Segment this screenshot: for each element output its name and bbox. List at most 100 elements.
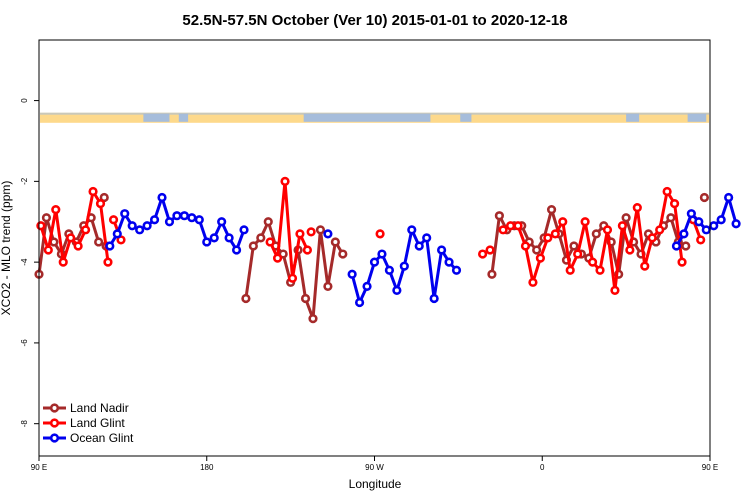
data-point (451, 265, 462, 275)
data-point (73, 241, 83, 251)
data-point (105, 241, 115, 251)
data-point (323, 281, 333, 291)
data-point (323, 229, 333, 239)
data-point (595, 265, 605, 275)
data-point (120, 209, 130, 219)
data-point (625, 245, 635, 255)
data-point (287, 273, 298, 283)
data-point (99, 192, 109, 203)
y-axis-label: XCO2 - MLO trend (ppm) (0, 181, 13, 316)
data-point (532, 245, 542, 255)
y-tick-label: -6 (20, 339, 29, 347)
data-point (300, 293, 311, 304)
data-point (681, 241, 691, 251)
data-point (315, 225, 326, 235)
data-point (157, 192, 167, 203)
data-point (272, 253, 283, 263)
data-point (108, 215, 119, 225)
series-line (675, 196, 738, 247)
data-point (135, 225, 145, 235)
legend-marker (49, 418, 60, 428)
data-point (407, 225, 417, 235)
data-point (51, 205, 61, 215)
data-point (179, 211, 189, 221)
data-point (95, 198, 106, 209)
data-point (565, 265, 575, 275)
data-point (478, 249, 488, 259)
data-point (217, 217, 227, 227)
data-point (231, 245, 242, 255)
data-point (587, 257, 598, 267)
data-point (164, 217, 175, 227)
map-strip-ocean (687, 113, 707, 122)
data-point (550, 229, 560, 239)
data-point (278, 249, 288, 259)
data-point (239, 225, 249, 235)
map-strip-ocean (143, 113, 170, 122)
data-point (347, 269, 357, 279)
y-tick-label: -8 (20, 420, 29, 428)
data-point (485, 245, 495, 255)
data-point (187, 213, 197, 223)
data-point (535, 253, 545, 263)
data-point (505, 221, 516, 231)
data-point (306, 227, 316, 237)
data-point (116, 235, 126, 245)
world-map-strip (40, 112, 709, 123)
data-point (338, 249, 348, 259)
data-point (248, 241, 258, 251)
data-point (256, 233, 266, 243)
data-point (546, 205, 557, 215)
data-point (302, 245, 313, 255)
data-point (617, 221, 627, 231)
data-point (375, 229, 385, 239)
data-point (437, 245, 447, 255)
data-point (580, 217, 590, 227)
legend-label: Ocean Glint (70, 431, 134, 445)
data-point (103, 257, 113, 267)
series-layer (34, 176, 741, 324)
chart-title: 52.5N-57.5N October (Ver 10) 2015-01-01 … (182, 12, 567, 29)
data-point (558, 217, 568, 227)
data-point (679, 229, 689, 239)
data-point (610, 285, 620, 296)
y-axis: 0 -2 -4 -6 -8 (20, 98, 39, 427)
data-point (666, 213, 676, 223)
data-point (94, 237, 104, 247)
data-point (43, 245, 53, 255)
data-point (716, 215, 726, 225)
data-point (414, 241, 424, 251)
series-line (39, 190, 110, 264)
legend-marker (49, 433, 60, 443)
data-point (280, 176, 290, 186)
data-point (520, 241, 531, 251)
data-point (602, 225, 613, 235)
series-ocean-glint (105, 192, 741, 308)
data-point (662, 186, 672, 197)
data-point (694, 217, 704, 227)
data-point (444, 257, 454, 267)
map-strip-ocean (303, 113, 431, 122)
data-point (392, 285, 402, 296)
series-land-nadir (34, 192, 710, 324)
data-point (487, 269, 497, 279)
data-point (369, 257, 380, 267)
data-point (731, 219, 741, 229)
data-point (399, 261, 409, 271)
map-strip-ocean (178, 113, 189, 122)
data-point (429, 293, 439, 304)
data-point (149, 215, 160, 225)
data-point (591, 229, 601, 239)
data-point (194, 215, 204, 225)
map-strip-ocean (460, 113, 472, 122)
data-point (543, 233, 553, 243)
data-point (569, 241, 579, 251)
legend-label: Land Nadir (70, 401, 129, 415)
data-point (422, 233, 432, 243)
x-axis-label: Longitude (349, 477, 402, 491)
data-point (494, 211, 504, 221)
data-point (112, 229, 122, 239)
x-tick-label: 90 W (365, 463, 384, 472)
data-point (308, 314, 318, 324)
